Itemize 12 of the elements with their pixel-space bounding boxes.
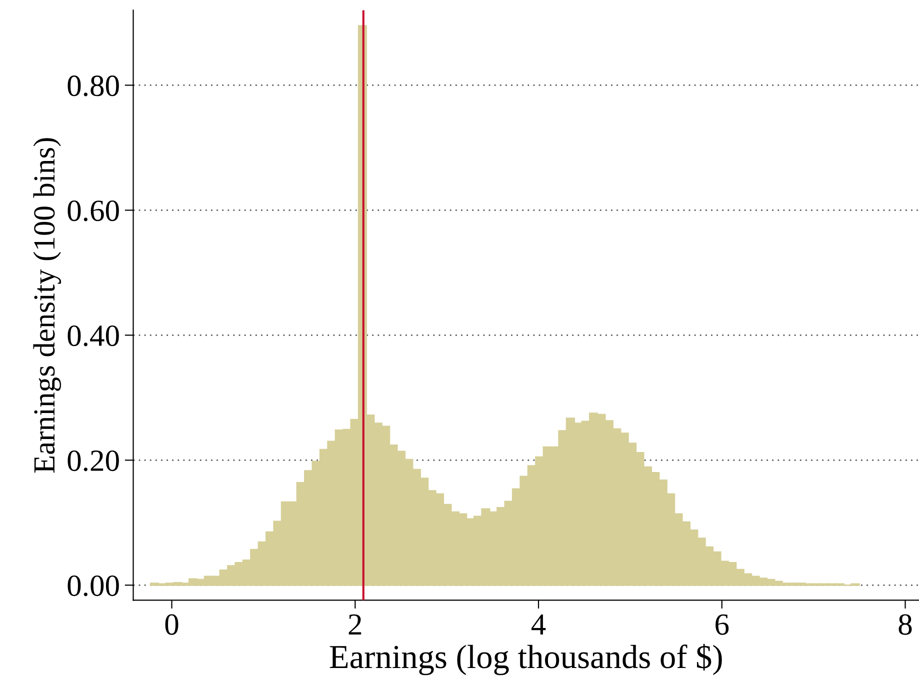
x-tick-label: 0: [165, 614, 178, 635]
y-tick-label: 0.80: [68, 76, 119, 96]
x-tick-label: 4: [531, 614, 546, 635]
y-axis-title: Earnings density (100 bins): [33, 138, 62, 473]
x-axis-title: Earnings (log thousands of $): [330, 644, 722, 676]
y-tick-label: 0.40: [68, 325, 119, 346]
y-tick-label: 0.20: [68, 450, 119, 472]
y-tick-label: 0.60: [68, 200, 119, 222]
x-tick-label: 2: [348, 614, 362, 635]
y-tick-label: 0.00: [68, 575, 119, 596]
x-tick-label: 6: [716, 614, 729, 635]
x-tick-label: 8: [898, 614, 912, 635]
